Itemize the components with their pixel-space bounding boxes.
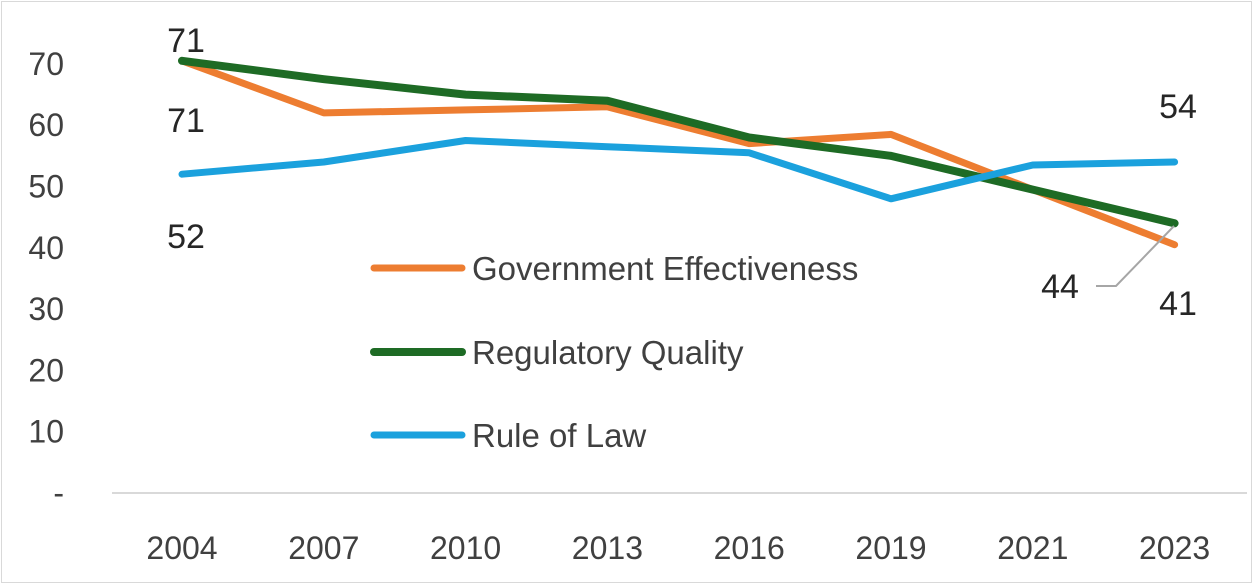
legend-label: Regulatory Quality	[472, 334, 744, 371]
y-tick-label: 40	[28, 230, 64, 266]
x-tick-label: 2016	[714, 530, 785, 566]
series-lines	[178, 56, 1179, 249]
x-tick-label: 2021	[997, 530, 1068, 566]
y-tick-label: 10	[28, 414, 64, 450]
data-label: 52	[167, 218, 205, 256]
legend-label: Government Effectiveness	[472, 250, 858, 287]
x-axis-ticks: 2004 2007 2010 2013 2016 2019 2021 2023	[146, 530, 1210, 566]
y-tick-label: -	[53, 475, 64, 511]
y-axis-ticks: - 10 20 30 40 50 60 70	[28, 46, 64, 511]
series-line-regulatory-quality	[178, 56, 1179, 228]
x-tick-label: 2010	[430, 530, 501, 566]
y-tick-label: 30	[28, 291, 64, 327]
leader-line	[1096, 225, 1175, 287]
data-label: 54	[1159, 88, 1197, 126]
x-tick-label: 2013	[572, 530, 643, 566]
x-tick-label: 2007	[288, 530, 359, 566]
y-tick-label: 20	[28, 352, 64, 388]
x-tick-label: 2019	[855, 530, 926, 566]
legend-label: Rule of Law	[472, 417, 646, 454]
data-label: 41	[1159, 285, 1197, 323]
y-tick-label: 50	[28, 169, 64, 205]
legend: Government Effectiveness Regulatory Quali…	[370, 250, 858, 454]
data-labels: 71 71 52 54 44 41	[167, 22, 1197, 323]
y-tick-label: 60	[28, 107, 64, 143]
leader-lines	[1096, 225, 1175, 287]
data-label: 71	[167, 102, 205, 140]
y-tick-label: 70	[28, 46, 64, 82]
x-tick-label: 2023	[1139, 530, 1210, 566]
x-tick-label: 2004	[146, 530, 217, 566]
data-label: 71	[167, 22, 205, 60]
series-line-rule-of-law	[178, 137, 1179, 203]
data-label: 44	[1041, 268, 1079, 306]
